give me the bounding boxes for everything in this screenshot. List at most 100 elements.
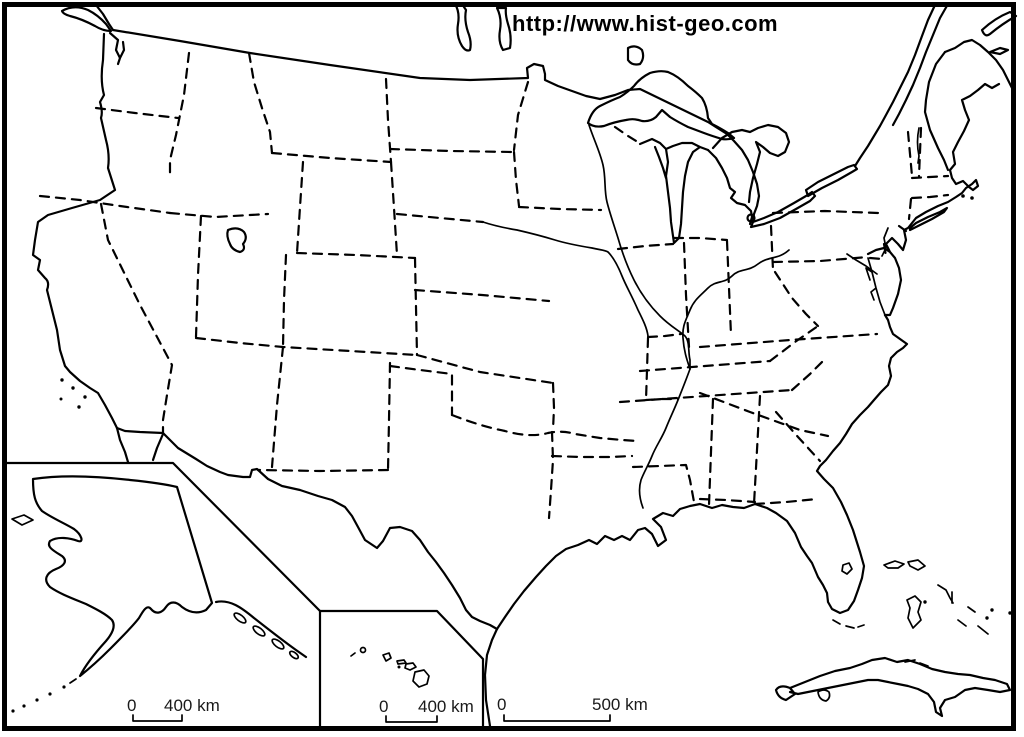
us-coastlines <box>31 31 1001 728</box>
nv-ut-border <box>194 214 203 339</box>
hawaii-inset-boundary <box>318 609 485 731</box>
nantucket-marthas-vineyard <box>961 194 974 200</box>
mt-wy-border <box>270 151 393 164</box>
st-lawrence-island <box>11 514 34 526</box>
ma-north-border <box>910 174 950 180</box>
al-ga-border <box>752 394 762 506</box>
mn-nd-border <box>512 80 530 152</box>
st-lawrence-river <box>853 2 950 168</box>
oh-pa-border <box>769 224 775 272</box>
alaska-inset: 0 400 km <box>2 461 322 722</box>
ne-ks-border <box>413 288 551 303</box>
sd-ne-border <box>395 212 485 224</box>
lake-huron-georgian-bay <box>711 123 791 204</box>
chesapeake-bay <box>865 257 886 316</box>
nm-tx-south-border <box>256 468 390 473</box>
alaska-coastline <box>31 475 214 678</box>
alaska-scale-bracket <box>132 714 183 722</box>
ms-al-border <box>707 397 715 507</box>
state-borders-northeast <box>771 126 950 264</box>
al-fl-border <box>698 497 757 504</box>
ky-va-border <box>768 324 820 363</box>
wi-mi-border <box>613 125 643 146</box>
md-de-border <box>868 242 888 261</box>
hawaii-scale-bracket <box>385 715 438 723</box>
ga-sc-border <box>774 410 822 463</box>
wi-il-border <box>616 242 675 251</box>
az-nm-border <box>270 345 285 469</box>
map-frame <box>2 2 1016 731</box>
main-scale-bar: 0 500 km <box>497 695 648 722</box>
hawaii-scale-end: 400 km <box>418 697 474 716</box>
long-island <box>908 206 949 232</box>
in-oh-border <box>725 239 733 337</box>
canada-maritimes-coast <box>943 38 1014 90</box>
bc-coast <box>94 3 115 32</box>
bahamas <box>883 559 1012 635</box>
ny-nj-border <box>897 224 908 233</box>
wy-east-border <box>389 160 399 257</box>
cuba-coastline <box>774 656 1012 718</box>
state-borders-midwest <box>613 125 775 349</box>
pacific-coastline <box>31 32 119 430</box>
wa-or-border <box>94 106 180 120</box>
tn-nc-border <box>790 360 824 392</box>
lake-superior <box>586 70 736 141</box>
ia-mo-border <box>646 332 683 339</box>
cuba-cays <box>904 659 929 667</box>
ct-ny-border <box>907 197 913 221</box>
canada-region <box>60 2 1018 223</box>
ma-ct-ri-border <box>910 193 950 200</box>
wy-co-ne-border <box>295 251 417 260</box>
ar-la-border <box>550 454 634 459</box>
state-borders-plains <box>256 80 683 473</box>
gulf-atlantic-coastline <box>495 313 909 631</box>
alaska-scale-end: 400 km <box>164 696 220 715</box>
lake-okeechobee <box>841 562 853 575</box>
ny-vt-border <box>906 130 914 178</box>
nc-sc-border <box>698 391 830 438</box>
id-mt-border <box>247 51 274 155</box>
cuba <box>774 656 1012 718</box>
lake-ontario <box>804 163 859 198</box>
or-ca-nv-border <box>38 194 172 215</box>
ok-east-border <box>551 381 556 432</box>
mn-ia-border <box>517 205 603 212</box>
sd-mn-border <box>512 150 521 208</box>
hawaii-inset: 0 400 km <box>318 609 485 731</box>
nd-sd-border <box>388 147 515 154</box>
ohio-river <box>682 249 790 370</box>
ut-co-border <box>281 253 288 349</box>
mexico-border-rio-grande <box>115 426 499 631</box>
mo-west-border <box>644 336 650 402</box>
wv-va-border <box>773 270 820 328</box>
tx-la-border <box>547 430 555 520</box>
lake-winnipeg <box>453 2 512 52</box>
hawaii-islands <box>350 646 430 688</box>
delaware-river <box>881 227 889 257</box>
mi-oh-in-border <box>672 236 729 242</box>
river-borders <box>482 124 790 509</box>
isla-de-la-juventud <box>817 689 831 702</box>
ok-panhandle-south <box>388 364 454 417</box>
site-url: http://www.hist-geo.com <box>512 11 778 36</box>
wa-id-or-border <box>168 51 191 180</box>
ms-la-border <box>631 463 696 504</box>
florida-keys <box>832 619 865 629</box>
pa-ny-border <box>771 209 880 215</box>
channel-islands <box>59 378 87 409</box>
co-ks-border <box>413 256 419 357</box>
gulf-of-california <box>151 432 165 462</box>
baja-coast <box>115 426 130 464</box>
alexander-archipelago <box>233 612 300 660</box>
ut-az-co-nm-border <box>194 336 419 357</box>
main-scale-start: 0 <box>497 695 506 714</box>
state-borders-west <box>38 51 419 469</box>
great-lakes <box>586 70 859 245</box>
main-scale-end: 500 km <box>592 695 648 714</box>
main-scale-bracket <box>503 714 611 722</box>
lake-nipigon <box>626 45 645 66</box>
lake-erie <box>749 190 817 229</box>
vancouver-island <box>60 6 113 33</box>
